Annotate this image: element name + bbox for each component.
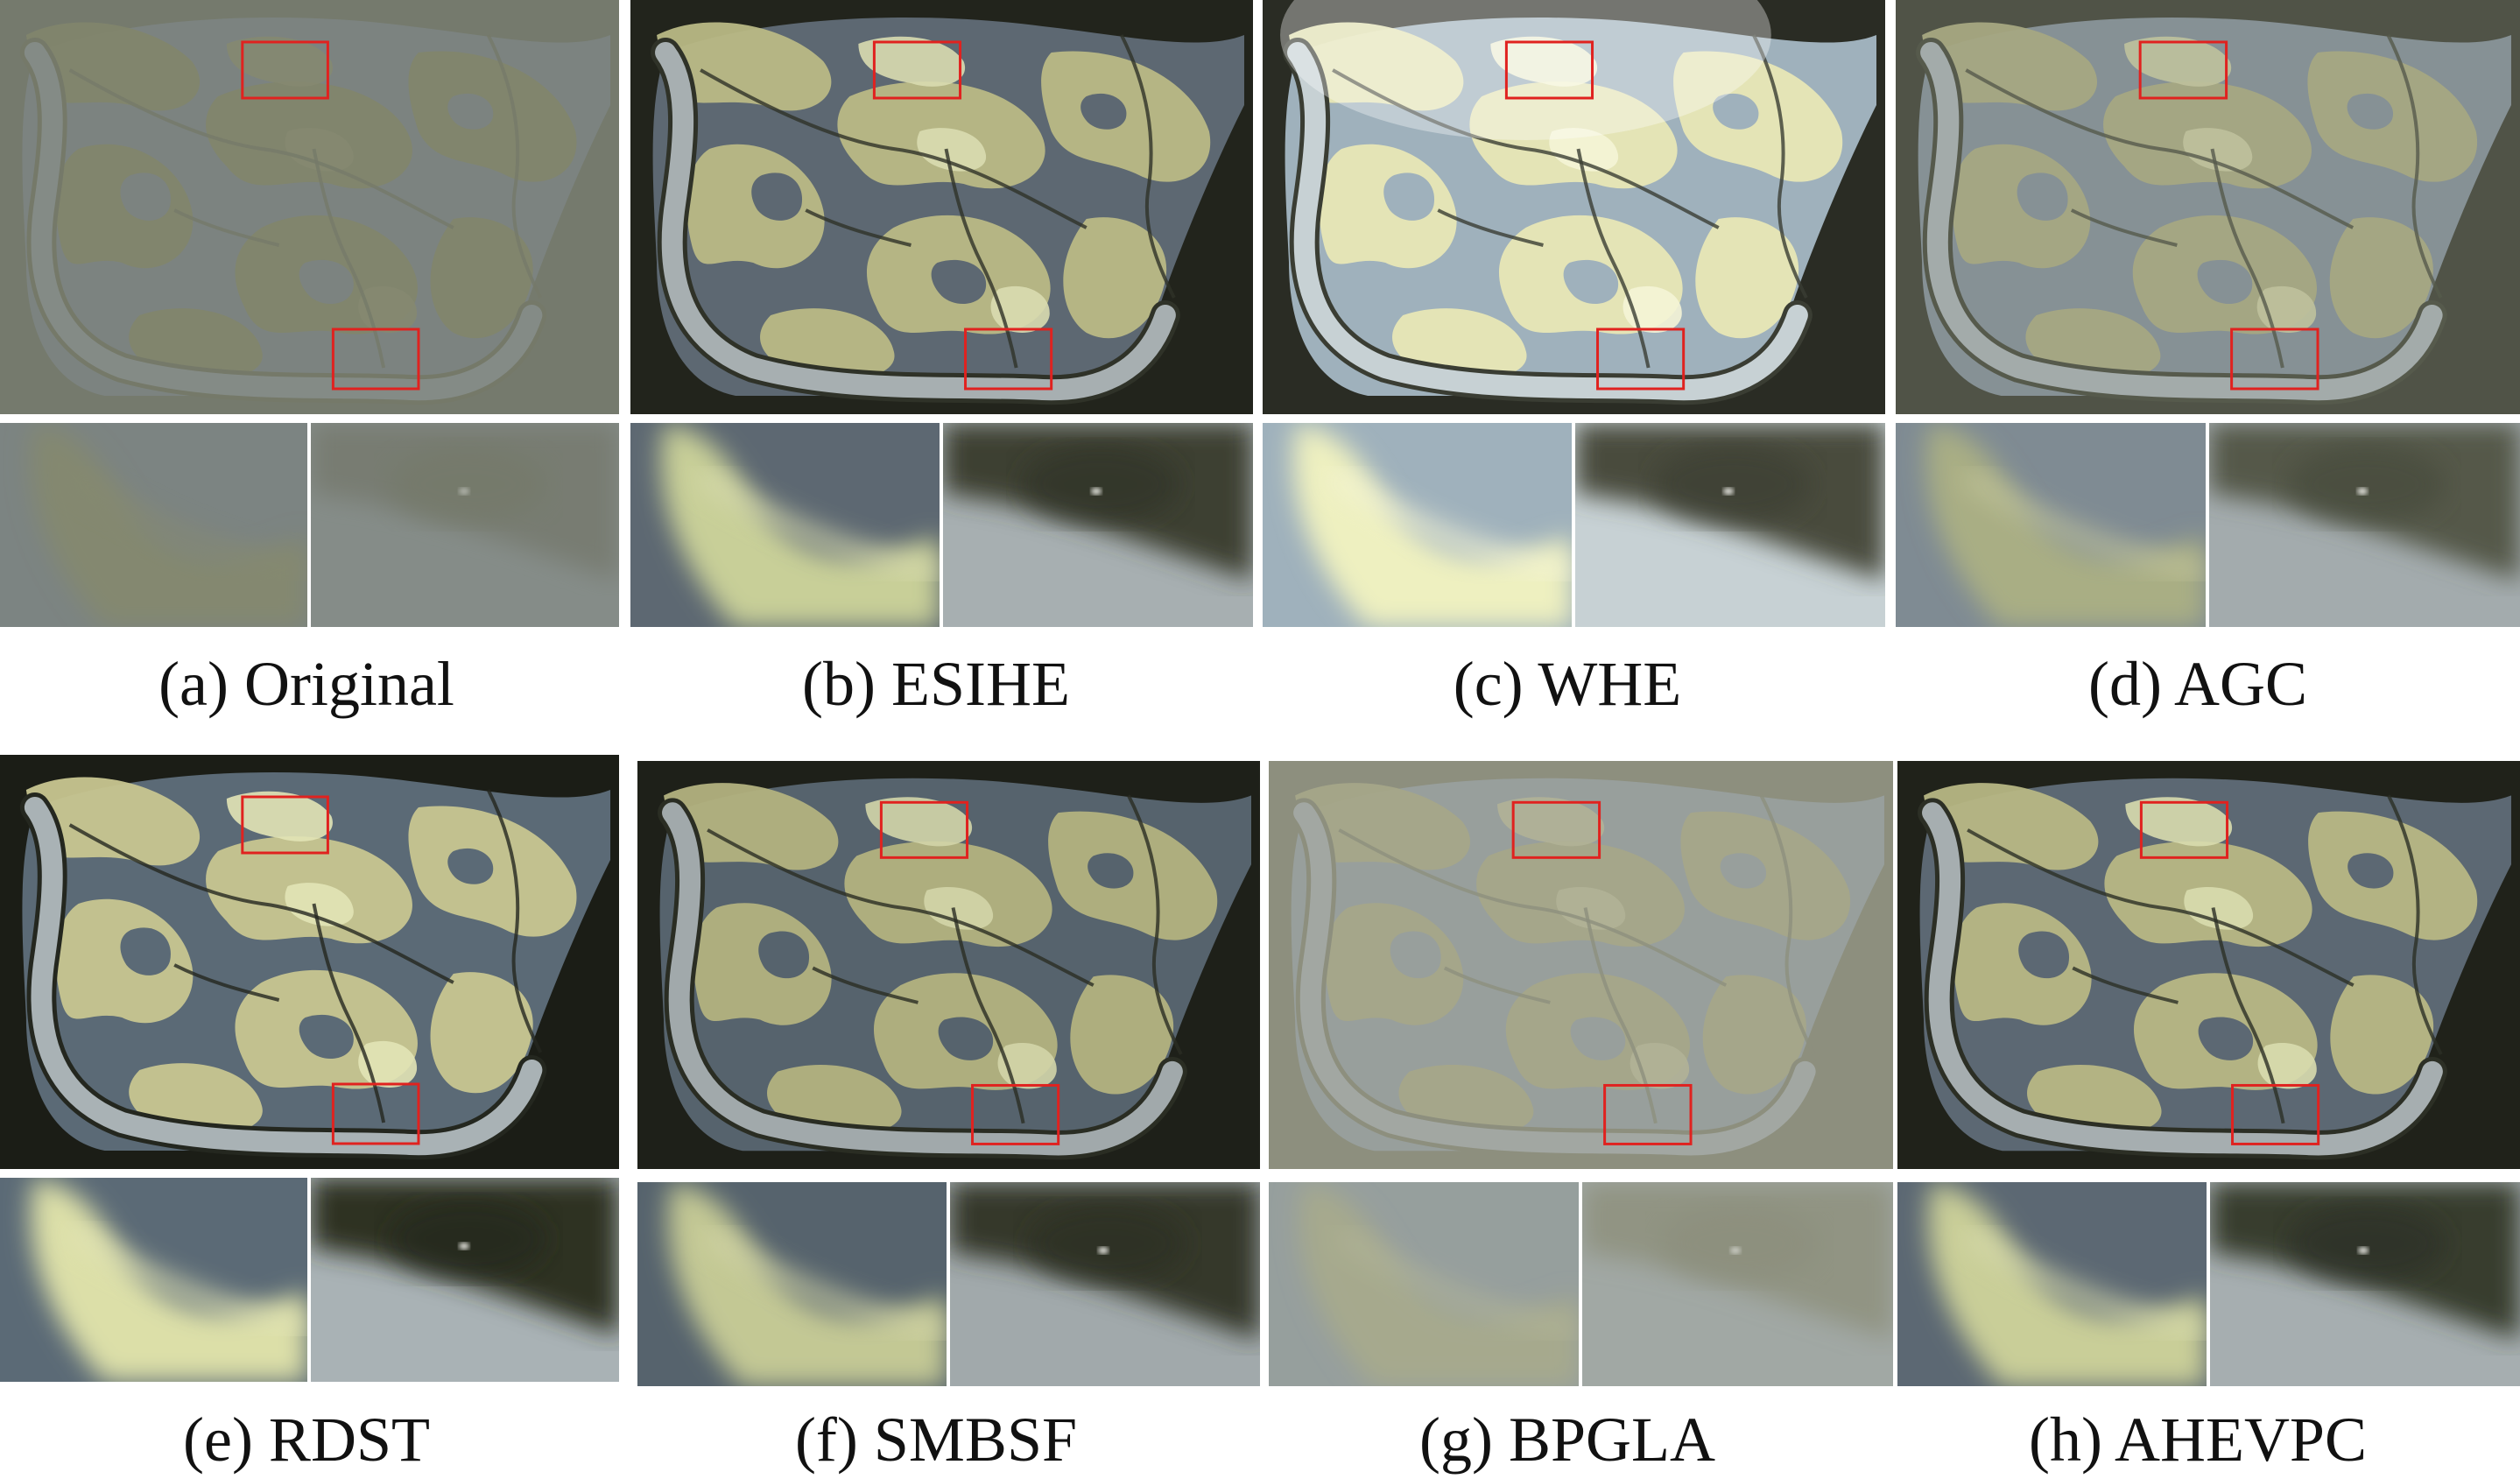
- zoom-crop-left-g: [1269, 1182, 1579, 1386]
- panel-h: [1897, 761, 2520, 1386]
- panel-e: [0, 755, 619, 1382]
- panel-b: [630, 0, 1253, 627]
- zoom-crop-left-d: [1896, 423, 2206, 627]
- panel-f: [637, 761, 1260, 1386]
- main-image-d: [1896, 0, 2520, 414]
- zoom-box-bottom: [2230, 327, 2319, 391]
- zoom-box-bottom: [331, 1082, 420, 1145]
- zoom-box-top: [879, 800, 969, 859]
- panel-g: [1269, 761, 1893, 1386]
- zoom-crop-left-c: [1263, 423, 1572, 627]
- zoom-crop-right-f: [950, 1182, 1260, 1386]
- zoom-crop-right-e: [311, 1178, 619, 1382]
- panel-a: [0, 0, 619, 627]
- caption-b: (b) ESIHE: [802, 649, 1070, 719]
- main-image-f: [637, 761, 1260, 1169]
- panel-c: [1263, 0, 1885, 627]
- main-image-e: [0, 755, 619, 1169]
- zoom-box-bottom: [1603, 1083, 1693, 1145]
- zoom-box-top: [2139, 800, 2229, 859]
- caption-h: (h) AHEVPC: [2028, 1405, 2367, 1475]
- zoom-box-top: [872, 40, 962, 100]
- zoom-box-bottom: [964, 327, 1053, 391]
- main-image-g: [1269, 761, 1893, 1169]
- main-image-c: [1263, 0, 1885, 414]
- main-image-b: [630, 0, 1253, 414]
- zoom-crop-right-c: [1575, 423, 1885, 627]
- zoom-box-bottom: [331, 327, 420, 391]
- zoom-box-bottom: [2231, 1083, 2320, 1145]
- panel-d: [1896, 0, 2520, 627]
- zoom-box-bottom: [971, 1083, 1060, 1145]
- zoom-crop-right-a: [311, 423, 619, 627]
- zoom-crop-left-a: [0, 423, 307, 627]
- zoom-crop-left-b: [630, 423, 940, 627]
- zoom-crop-right-d: [2209, 423, 2520, 627]
- zoom-crop-left-f: [637, 1182, 947, 1386]
- caption-g: (g) BPGLA: [1419, 1405, 1715, 1475]
- zoom-crop-left-e: [0, 1178, 307, 1382]
- zoom-box-bottom: [1596, 327, 1686, 391]
- zoom-box-top: [241, 40, 329, 100]
- zoom-crop-right-g: [1582, 1182, 1893, 1386]
- caption-e: (e) RDST: [183, 1405, 430, 1475]
- zoom-box-top: [241, 795, 329, 855]
- caption-f: (f) SMBSF: [794, 1405, 1078, 1475]
- caption-c: (c) WHE: [1453, 649, 1682, 719]
- zoom-box-top: [1511, 800, 1601, 859]
- caption-d: (d) AGC: [2088, 649, 2307, 719]
- caption-a: (a) Original: [158, 649, 454, 719]
- zoom-crop-right-h: [2210, 1182, 2520, 1386]
- zoom-crop-left-h: [1897, 1182, 2207, 1386]
- zoom-crop-right-b: [943, 423, 1253, 627]
- main-image-a: [0, 0, 619, 414]
- zoom-box-top: [1504, 40, 1594, 100]
- main-image-h: [1897, 761, 2520, 1169]
- zoom-box-top: [2138, 40, 2228, 100]
